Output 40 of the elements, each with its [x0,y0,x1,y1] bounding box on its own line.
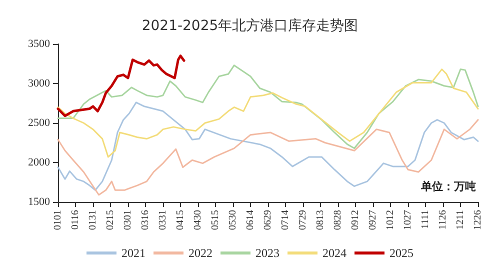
annotation: 单位：万吨 [420,180,476,193]
x-tick-label: 1012 [385,210,396,230]
x-tick-label: 0415 [175,210,186,230]
x-tick-label: 0331 [158,210,168,230]
x-tick-label: 1226 [472,210,484,230]
y-tick-label: 2000 [28,156,50,168]
legend-label: 2021 [122,246,146,260]
x-tick-label: 0116 [70,210,81,230]
y-tick-label: 1500 [28,196,50,208]
x-tick-label: 0515 [210,210,221,230]
y-tick-label: 2500 [28,117,50,129]
x-tick-label: 0813 [315,210,326,230]
x-tick-label: 0530 [228,210,238,230]
x-tick-label: 0828 [332,210,344,230]
y-tick-label: 3000 [28,78,50,90]
x-tick-label: 1111 [420,210,431,229]
x-tick-label: 0729 [298,210,308,230]
x-tick-label: 0714 [280,210,291,230]
line-series [57,102,479,191]
x-tick-label: 0430 [192,210,204,230]
line-series [57,119,479,196]
x-tick-label: 0301 [122,210,134,230]
y-tick-label: 3500 [28,38,50,50]
x-tick-label: 1211 [455,210,466,230]
x-tick-label: 0131 [88,210,98,230]
legend-label: 2025 [390,246,414,260]
x-tick-label: 0215 [105,210,116,230]
x-tick-label: 0316 [140,210,151,230]
x-tick-label: 0629 [262,210,274,230]
x-tick-label: 0927 [368,210,378,230]
x-tick-label: 0912 [350,210,361,230]
legend-label: 2024 [322,246,346,260]
x-tick-label: 0101 [52,210,64,230]
legend-label: 2022 [188,246,212,260]
x-tick-label: 1027 [402,210,414,230]
line-series [56,54,186,118]
x-tick-label: 1126 [438,210,448,230]
legend-label: 2023 [256,246,280,260]
x-tick-label: 0614 [245,210,256,230]
chart-title: 2021-2025年北方港口库存走势图 [142,18,358,34]
